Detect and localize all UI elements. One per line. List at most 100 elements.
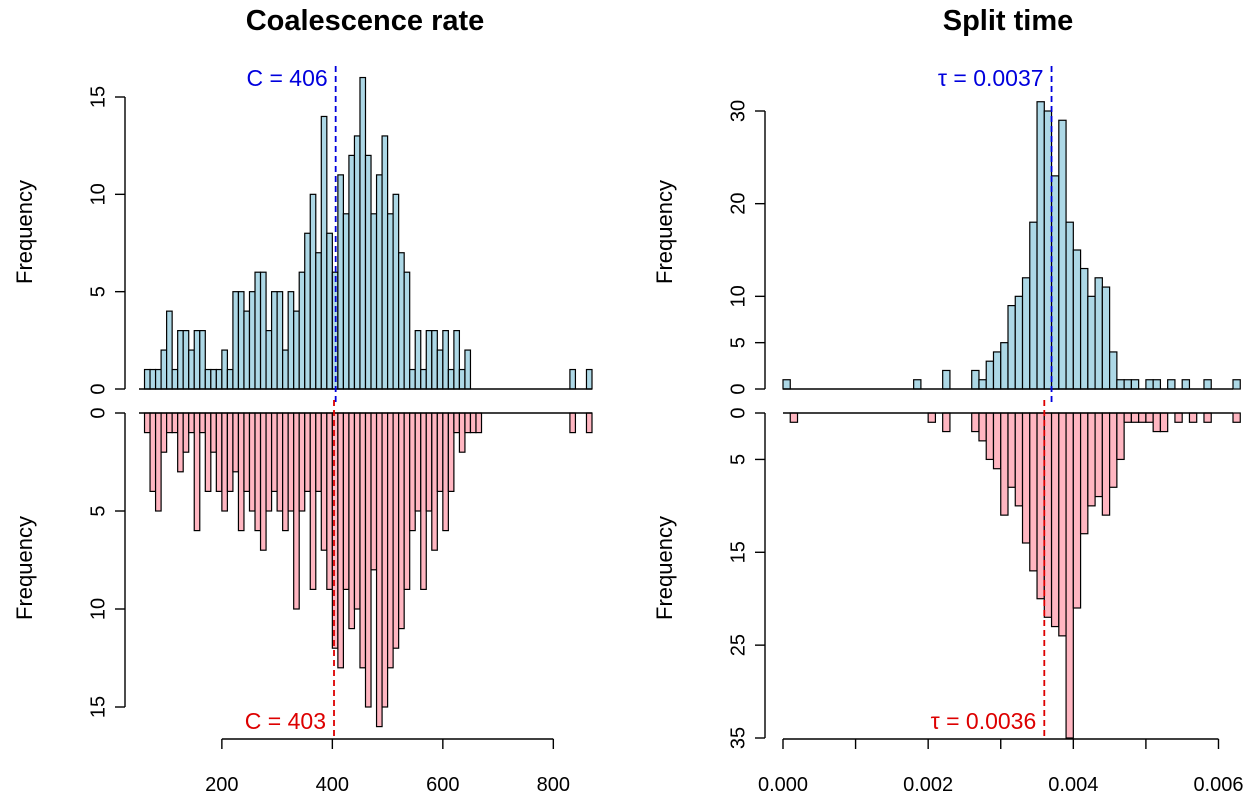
histogram-bar [1036, 101, 1045, 390]
histogram-bar [160, 349, 168, 390]
panel-split-time: Split time 0 5 10 20 30 Frequency 0 5 15 25 35 Frequ… [652, 5, 1244, 796]
y-tick-label: 35 [727, 727, 749, 749]
y-tick-label: 0 [87, 383, 109, 394]
x-axis: 200 400 600 800 [205, 738, 570, 796]
histogram-bar [392, 193, 400, 390]
histogram-bar [464, 349, 472, 390]
histogram-bar [1043, 110, 1053, 390]
histogram-bar [287, 291, 295, 390]
histogram-bar [342, 412, 350, 590]
histogram-bar [166, 412, 173, 434]
y-axis-label: Frequency [652, 516, 677, 620]
histogram-bar [304, 412, 311, 493]
histogram-bar [149, 412, 157, 493]
histogram-bar [398, 412, 405, 630]
histogram-bar [154, 412, 162, 512]
histogram-bar [1130, 379, 1140, 390]
histogram-bar [199, 330, 206, 390]
histogram-bar [1152, 412, 1162, 433]
histogram-bar [320, 115, 328, 390]
histogram-bar [276, 291, 284, 390]
histogram-bar [326, 412, 333, 590]
histogram-bar [298, 412, 306, 512]
histogram-bar [1058, 119, 1067, 390]
y-tick-label: 5 [727, 454, 749, 465]
histogram-bar [1203, 379, 1212, 390]
histogram-bar [143, 368, 151, 390]
histogram-bar [414, 412, 422, 512]
histogram-bar [1058, 412, 1067, 637]
histogram-bar [409, 412, 416, 532]
histogram-bar [1123, 412, 1132, 423]
histogram-bar [348, 154, 356, 390]
top-median: τ = 0.0037 [938, 65, 1053, 405]
histogram-bar [1065, 412, 1074, 739]
x-tick-label: 0.000 [758, 774, 808, 796]
histogram-bar [992, 412, 1002, 470]
histogram-bar [1087, 412, 1096, 507]
x-tick-label: 600 [426, 774, 459, 796]
histogram-bar [188, 412, 195, 434]
panel-coalescence-rate: Coalescence rate 0 5 10 15 Frequency 0 5 10 15 Fre… [12, 5, 593, 796]
histogram-bar [971, 412, 980, 433]
histogram-bar [1181, 379, 1191, 390]
y-tick-label: 25 [727, 634, 749, 656]
histogram-bar [992, 351, 1002, 390]
histogram-bar [204, 412, 212, 493]
histogram-bar [353, 412, 361, 610]
histogram-bar [475, 412, 483, 434]
histogram-bar [978, 379, 987, 390]
histogram-bar [204, 368, 212, 390]
histogram-bar [414, 330, 422, 390]
histogram-bar [243, 412, 251, 493]
histogram-bar [364, 412, 372, 708]
histogram-bar [927, 412, 937, 423]
histogram-bar [913, 379, 922, 390]
histogram-bar [425, 330, 433, 390]
histogram-bar [199, 412, 206, 434]
histogram-bar [287, 412, 295, 512]
histogram-bar [1087, 295, 1096, 390]
histogram-bar [971, 369, 980, 390]
histogram-bar [226, 368, 234, 390]
histogram-bar [265, 412, 273, 512]
histogram-bar [442, 412, 449, 532]
top-histogram [139, 76, 593, 390]
histogram-bar [1079, 267, 1089, 390]
histogram-bar [403, 412, 411, 590]
histogram-bar [1065, 221, 1074, 390]
histogram-bar [1232, 412, 1241, 423]
histogram-bar [436, 349, 444, 390]
panel-title: Split time [943, 5, 1074, 37]
histogram-bar [1000, 342, 1009, 390]
histogram-bar [226, 412, 234, 493]
histogram-bar [215, 412, 223, 493]
histogram-bar [309, 193, 317, 390]
histogram-bar [464, 412, 472, 434]
bottom-y-axis: 0 5 10 15 Frequency [12, 407, 126, 718]
histogram-bar [403, 271, 411, 390]
histogram-bar [342, 213, 350, 390]
histogram-bar [431, 412, 438, 551]
histogram-bar [298, 271, 306, 390]
histogram-bar [1094, 412, 1103, 498]
y-tick-label: 30 [727, 100, 749, 122]
bottom-histogram [139, 412, 593, 728]
histogram-bar [420, 412, 427, 590]
histogram-bar [789, 412, 799, 423]
histogram-bar [370, 213, 378, 390]
histogram-bar [386, 412, 394, 669]
histogram-bar [447, 412, 455, 493]
histogram-bar [585, 412, 593, 434]
histogram-bar [221, 412, 228, 512]
histogram-bar [1036, 412, 1045, 600]
histogram-bar [210, 412, 217, 453]
x-tick-label: 800 [537, 774, 570, 796]
x-tick-label: 0.002 [903, 774, 953, 796]
top-histogram [782, 101, 1241, 390]
histogram-bar [182, 330, 190, 390]
histogram-bar [188, 349, 195, 390]
histogram-bar [1079, 412, 1089, 535]
histogram-bar [469, 412, 477, 434]
histogram-bar [381, 135, 389, 390]
